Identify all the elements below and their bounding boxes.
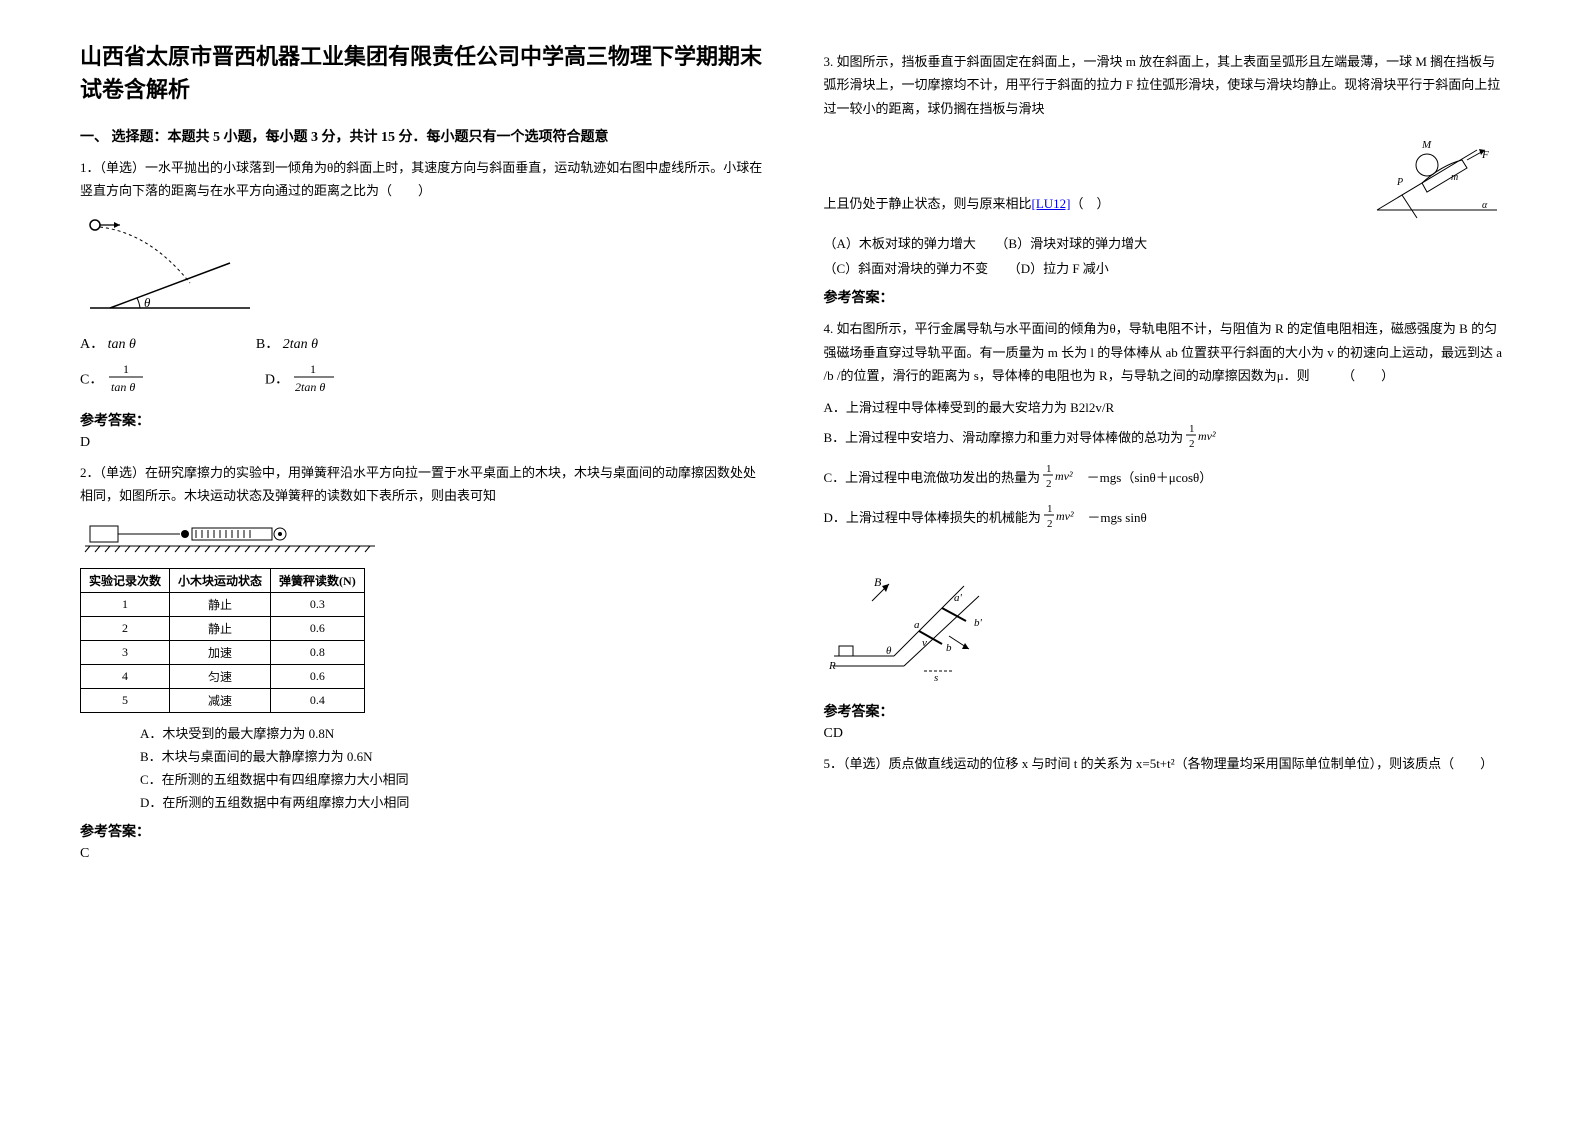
svg-text:B: B [874, 575, 882, 589]
table-header-row: 实验记录次数 小木块运动状态 弹簧秤读数(N) [81, 568, 365, 592]
q1-optD: D． 12tan θ [265, 361, 337, 400]
q3-diagram: M F m α P [1367, 130, 1507, 225]
q4-optA: A．上滑过程中导体棒受到的最大安培力为 B2l2v/R [824, 397, 1508, 416]
q1-options-row1: A． tan θ B． 2tan θ [80, 333, 764, 353]
q2-optA: A．木块受到的最大摩擦力为 0.8N [140, 723, 764, 742]
svg-text:tan θ: tan θ [111, 380, 135, 394]
svg-text:P: P [1396, 177, 1403, 188]
q3-answer-label: 参考答案： [824, 287, 1508, 307]
q3-options-row2: （C）斜面对滑块的弹力不变 （D）拉力 F 减小 [824, 258, 1508, 277]
q5-text: 5．（单选）质点做直线运动的位移 x 与时间 t 的关系为 x=5t+t²（各物… [824, 752, 1508, 775]
q1-optC: C． 1tan θ [80, 361, 145, 400]
fraction-c: 1 tan θ [107, 361, 145, 400]
rail-incline-svg: a b a' b' B v θ R s [824, 546, 1004, 686]
q2-optB: B．木块与桌面间的最大静摩擦力为 0.6N [140, 746, 764, 765]
svg-text:1: 1 [310, 362, 316, 376]
svg-text:1: 1 [1189, 423, 1195, 435]
q1-optB: B． 2tan θ [256, 333, 318, 353]
svg-text:a': a' [954, 592, 963, 604]
q2-answer-label: 参考答案： [80, 821, 764, 841]
svg-text:mv²: mv² [1056, 509, 1074, 523]
left-column: 山西省太原市晋西机器工业集团有限责任公司中学高三物理下学期期末试卷含解析 一、 … [50, 40, 794, 1082]
svg-text:2: 2 [1047, 518, 1053, 530]
q4-diagram: a b a' b' B v θ R s [824, 546, 1508, 691]
table-row: 3加速0.8 [81, 640, 365, 664]
svg-text:M: M [1421, 139, 1432, 151]
q2-optD: D．在所测的五组数据中有两组摩擦力大小相同 [140, 792, 764, 811]
q4-optB: B．上滑过程中安培力、滑动摩擦力和重力对导体棒做的总功为 12mv² [824, 422, 1508, 456]
half-mv2-c: 1 2mv² [1043, 462, 1083, 496]
svg-text:v: v [922, 637, 927, 649]
page-title: 山西省太原市晋西机器工业集团有限责任公司中学高三物理下学期期末试卷含解析 [80, 40, 764, 106]
q4-text: 4. 如右图所示，平行金属导轨与水平面间的倾角为θ，导轨电阻不计，与阻值为 R … [824, 317, 1508, 387]
svg-text:a: a [914, 619, 920, 631]
right-column: 3. 如图所示，挡板垂直于斜面固定在斜面上，一滑块 m 放在斜面上，其上表面呈弧… [794, 40, 1538, 1082]
svg-text:2: 2 [1046, 478, 1052, 490]
q1-answer: D [80, 435, 764, 451]
svg-text:b: b [946, 642, 952, 654]
table-row: 5减速0.4 [81, 688, 365, 712]
table-row: 1静止0.3 [81, 592, 365, 616]
svg-text:s: s [934, 672, 938, 684]
q3-link[interactable]: [LU12] [1032, 196, 1071, 211]
svg-text:m: m [1451, 172, 1458, 183]
q2-optC: C．在所测的五组数据中有四组摩擦力大小相同 [140, 769, 764, 788]
q4-answer-label: 参考答案： [824, 701, 1508, 721]
table-header: 小木块运动状态 [170, 568, 271, 592]
q2-diagram [80, 518, 764, 558]
q1-text: 1．（单选）一水平抛出的小球落到一倾角为θ的斜面上时，其速度方向与斜面垂直，运动… [80, 156, 764, 203]
projectile-incline-svg: θ [80, 213, 260, 323]
q3-text-p1: 3. 如图所示，挡板垂直于斜面固定在斜面上，一滑块 m 放在斜面上，其上表面呈弧… [824, 50, 1508, 120]
half-mv2-b: 1 2mv² [1186, 422, 1226, 456]
table-header: 弹簧秤读数(N) [271, 568, 365, 592]
q1-optA: A． tan θ [80, 333, 136, 353]
svg-text:α: α [1482, 200, 1488, 211]
svg-text:mv²: mv² [1055, 469, 1073, 483]
q4-answer: CD [824, 726, 1508, 742]
section-heading: 一、 选择题：本题共 5 小题，每小题 3 分，共计 15 分．每小题只有一个选… [80, 126, 764, 146]
svg-text:1: 1 [1047, 503, 1053, 515]
q1-diagram: θ [80, 213, 764, 323]
q3-options-row1: （A）木板对球的弹力增大 （B）滑块对球的弹力增大 [824, 233, 1508, 252]
q2-table: 实验记录次数 小木块运动状态 弹簧秤读数(N) 1静止0.3 2静止0.6 3加… [80, 568, 365, 713]
table-header: 实验记录次数 [81, 568, 170, 592]
table-row: 2静止0.6 [81, 616, 365, 640]
incline-ball-svg: M F m α P [1367, 130, 1507, 220]
svg-text:θ: θ [144, 295, 151, 310]
svg-text:θ: θ [886, 645, 892, 657]
q2-answer: C [80, 846, 764, 862]
svg-text:b': b' [974, 617, 983, 629]
fraction-d: 1 2tan θ [292, 361, 336, 400]
svg-text:R: R [828, 660, 836, 672]
half-mv2-d: 1 2mv² [1044, 502, 1084, 536]
spring-block-svg [80, 518, 380, 558]
q1-answer-label: 参考答案： [80, 410, 764, 430]
svg-text:2: 2 [1189, 438, 1195, 450]
q2-text: 2．（单选）在研究摩擦力的实验中，用弹簧秤沿水平方向拉一置于水平桌面上的木块，木… [80, 461, 764, 508]
q1-options-row2: C． 1tan θ D． 12tan θ [80, 361, 764, 400]
svg-text:2tan θ: 2tan θ [295, 380, 325, 394]
q3-text-p2-line: 上且仍处于静止状态，则与原来相比[LU12]（ ） [824, 192, 1368, 215]
svg-text:mv²: mv² [1198, 429, 1216, 443]
q4-optD: D．上滑过程中导体棒损失的机械能为 12mv² －mgs sinθ [824, 502, 1508, 536]
q4-optC: C．上滑过程中电流做功发出的热量为 12mv² －mgs（sinθ＋μcosθ） [824, 462, 1508, 496]
svg-text:1: 1 [123, 362, 129, 376]
table-row: 4匀速0.6 [81, 664, 365, 688]
svg-text:1: 1 [1046, 463, 1052, 475]
